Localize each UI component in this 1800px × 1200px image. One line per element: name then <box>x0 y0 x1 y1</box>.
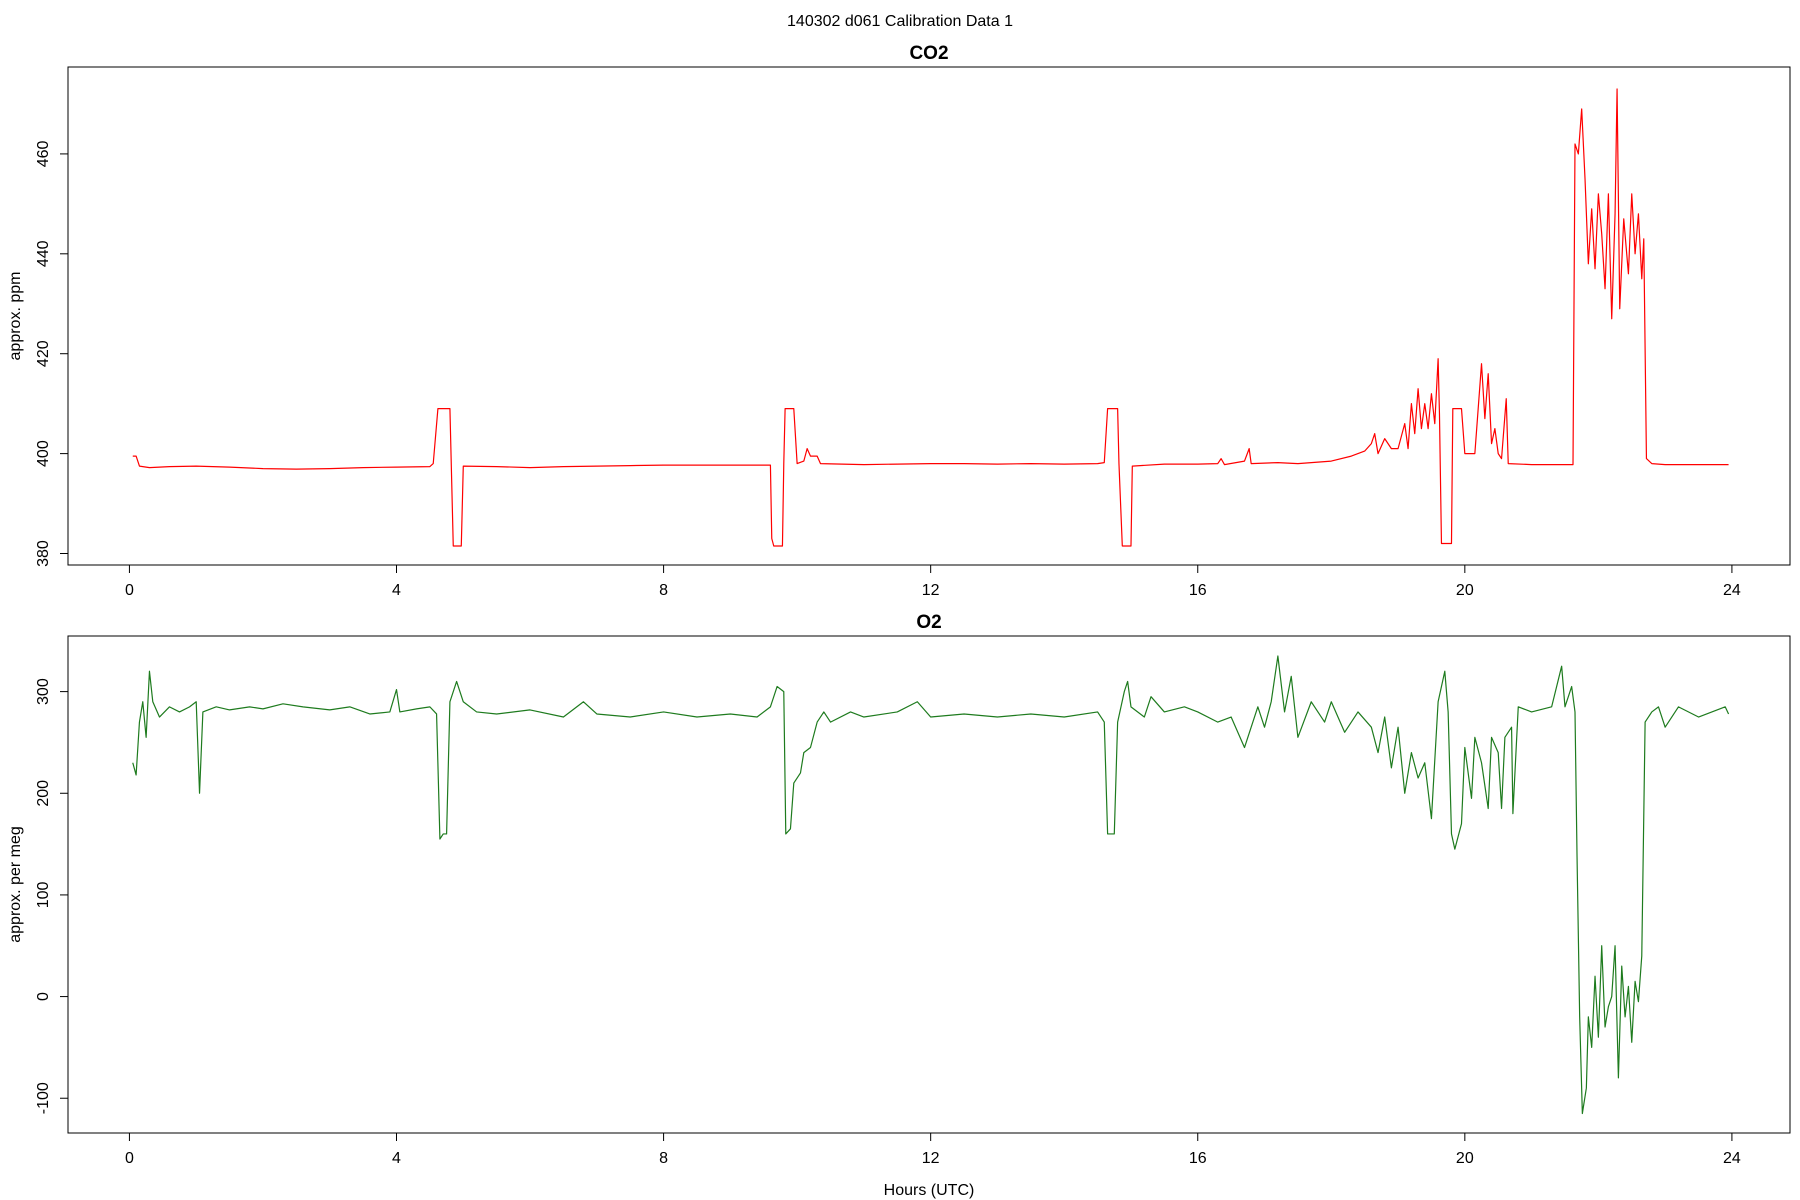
y-axis-label: approx. per meg <box>7 826 24 943</box>
panel-title: CO2 <box>909 43 948 64</box>
y-tick-label: 440 <box>35 240 52 267</box>
y-tick-label: -100 <box>35 1082 52 1114</box>
data-line <box>132 88 1729 547</box>
y-tick-label: 300 <box>35 678 52 705</box>
y-tick-label: 380 <box>35 540 52 567</box>
x-tick-label: 4 <box>392 582 401 599</box>
y-tick-label: 400 <box>35 440 52 467</box>
y-tick-label: 100 <box>35 881 52 908</box>
x-tick-label: 12 <box>922 582 940 599</box>
x-tick-label: 24 <box>1723 1150 1741 1167</box>
x-tick-label: 20 <box>1456 582 1474 599</box>
panel-title: O2 <box>916 612 941 633</box>
x-tick-label: 8 <box>659 1150 668 1167</box>
panel: CO2 approx. ppm 0 4 8 12 16 20 24 380 400 420 440 460 <box>7 43 1791 599</box>
data-line <box>132 655 1730 1115</box>
x-tick-label: 16 <box>1189 1150 1207 1167</box>
y-tick-label: 200 <box>35 780 52 807</box>
x-tick-label: 12 <box>922 1150 940 1167</box>
y-tick-label: 0 <box>35 992 52 1001</box>
panel: O2 approx. per meg Hours (UTC) 0 4 8 12 16 20 24 -… <box>7 612 1791 1199</box>
plot-frame <box>67 635 1791 1134</box>
figure-title: 140302 d061 Calibration Data 1 <box>787 13 1013 30</box>
x-tick-label: 0 <box>125 1150 134 1167</box>
plot-frame <box>67 66 1791 566</box>
x-tick-label: 16 <box>1189 582 1207 599</box>
x-tick-label: 24 <box>1723 582 1741 599</box>
x-tick-label: 20 <box>1456 1150 1474 1167</box>
y-tick-label: 420 <box>35 340 52 367</box>
x-tick-label: 4 <box>392 1150 401 1167</box>
x-axis-label: Hours (UTC) <box>884 1182 975 1199</box>
x-tick-label: 8 <box>659 582 668 599</box>
y-axis-label: approx. ppm <box>7 272 24 361</box>
y-tick-label: 460 <box>35 140 52 167</box>
x-tick-label: 0 <box>125 582 134 599</box>
